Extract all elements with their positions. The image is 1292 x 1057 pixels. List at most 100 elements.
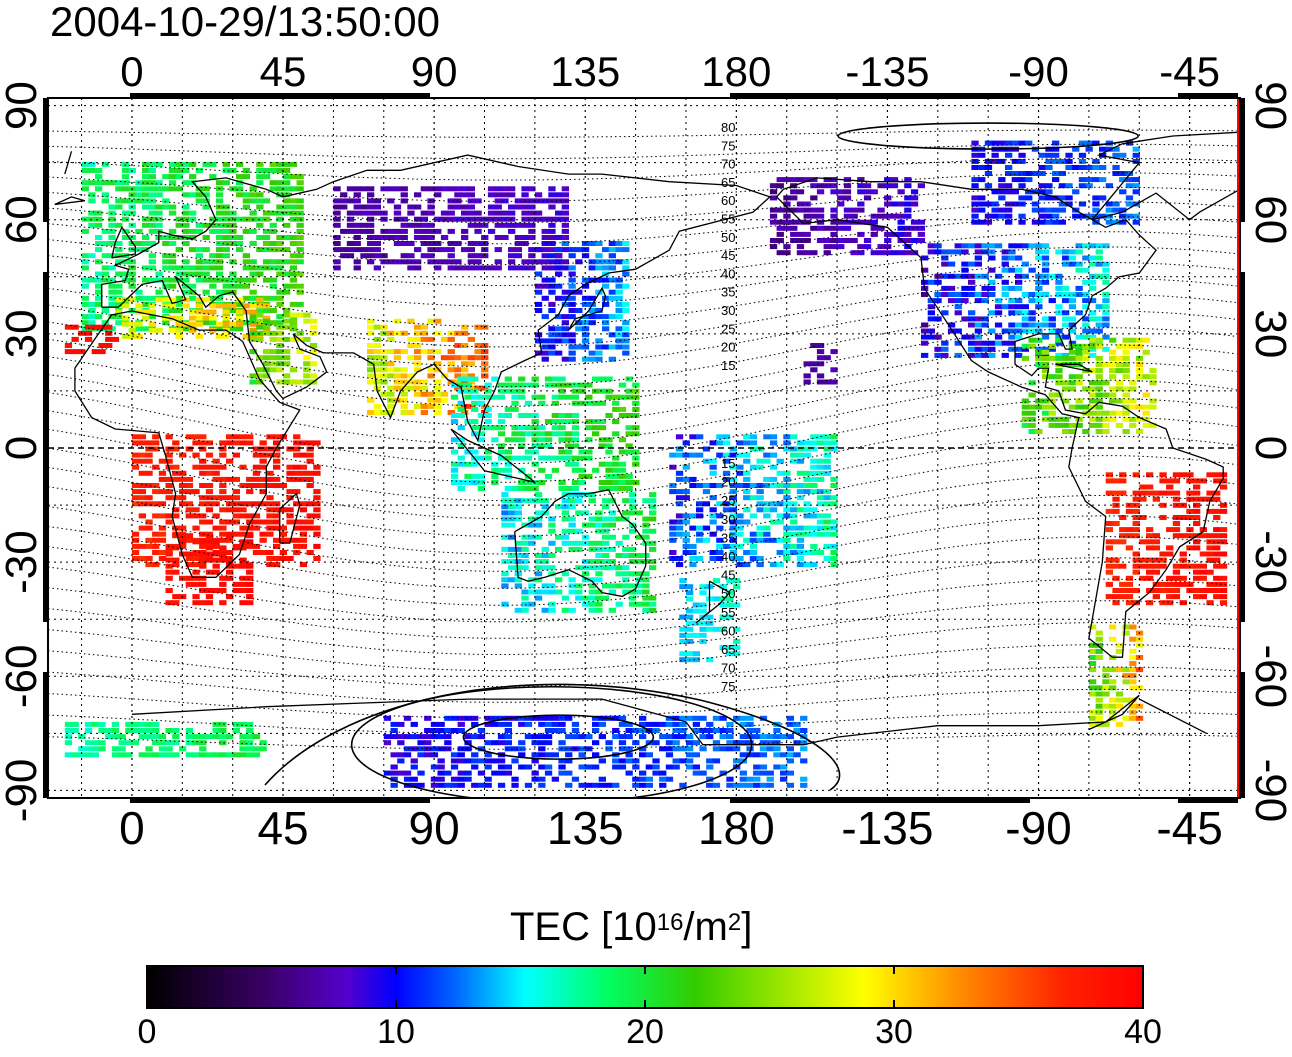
tec-cell [467,403,475,409]
tec-cell [383,740,392,746]
tec-cell [71,336,79,342]
tec-cell [71,728,79,733]
tec-cell [588,308,596,313]
tec-cell [642,522,650,528]
tec-cell [279,525,287,531]
tec-cell [639,770,647,776]
tec-cell [1082,279,1090,285]
tec-cell [477,455,486,461]
tec-cell [706,620,714,626]
tec-cell [595,516,603,522]
tec-cell [521,498,529,504]
tec-cell [306,501,314,507]
tec-cell [222,222,230,228]
tec-cell [954,298,962,304]
tec-cell [1085,177,1093,183]
tec-cell [1102,243,1110,249]
tec-cell [934,292,942,297]
tec-cell [514,565,522,571]
tec-cell [602,522,610,528]
mlat-label: 15 [721,456,735,471]
tec-cell [790,446,798,452]
tec-cell [135,295,143,301]
tec-cell [1142,416,1150,422]
tec-cell [501,504,509,510]
tec-cell [1119,152,1127,158]
tec-cell [501,516,509,522]
tec-cell [769,507,778,513]
tec-cell [209,216,217,222]
tec-cell [830,495,838,501]
tec-cell [205,539,214,545]
tec-cell [464,480,472,485]
tec-cell [81,228,89,234]
tec-cell [1095,404,1103,410]
tec-cell [1132,219,1140,225]
mlat-label: 45 [721,568,735,583]
tec-cell [863,244,872,250]
tec-cell [615,314,623,320]
tec-cell [484,782,492,788]
tec-cell [716,434,724,440]
lat-lon-grid [48,98,1240,798]
tec-cell [450,782,459,788]
tec-cell [1062,310,1070,316]
tec-cell [635,589,643,595]
tec-cell [91,349,99,355]
tec-cell [612,758,620,764]
tec-cell [746,715,754,721]
tec-cell [605,782,613,788]
tec-cell [464,776,472,782]
tec-cell [491,461,499,467]
tec-cell [1112,521,1120,526]
tec-cell [346,210,355,216]
tec-cell [195,265,203,271]
tec-cell [816,464,825,470]
tec-cell [501,192,509,198]
tec-cell [165,563,173,569]
tec-cell [367,355,375,361]
tec-cell [927,249,935,255]
tec-cell [1146,533,1154,539]
tec-cell [1122,429,1130,434]
tec-cell [588,320,596,326]
tec-cell [565,734,573,740]
tec-cell [81,259,89,265]
tec-cell [729,556,737,561]
mlat-label: 45 [721,248,735,263]
tec-cell [142,180,150,186]
tec-cell [172,495,180,501]
tec-cell [1166,594,1174,600]
tec-cell [1206,508,1214,514]
tec-cell [471,419,479,425]
tec-cell [531,419,539,425]
tec-cell [632,728,640,733]
tec-cell [373,410,381,415]
tec-cell [440,259,449,265]
tec-cell [595,595,603,601]
tec-cell [947,328,956,334]
tec-cell [531,394,539,400]
tec-cell [766,770,774,776]
tec-cell [961,243,969,249]
tec-cell [296,379,304,385]
tec-cell [1119,563,1127,569]
tec-cell [1008,267,1016,273]
tec-cell [726,721,734,727]
tec-cell [1062,380,1070,386]
tec-cell [1129,422,1137,428]
tec-cell [246,734,254,740]
tec-cell [353,198,361,204]
tec-cell [226,507,234,513]
tec-cell [293,550,301,555]
tec-cell [215,303,224,309]
tec-cell [783,525,791,531]
tec-cell [803,213,811,219]
tec-cell [1058,195,1066,201]
tec-cell [910,201,919,207]
tec-cell [115,297,123,303]
tec-cell [635,583,643,589]
tec-cell [1122,715,1130,721]
tec-cell [555,295,563,301]
tec-cell [414,259,422,265]
